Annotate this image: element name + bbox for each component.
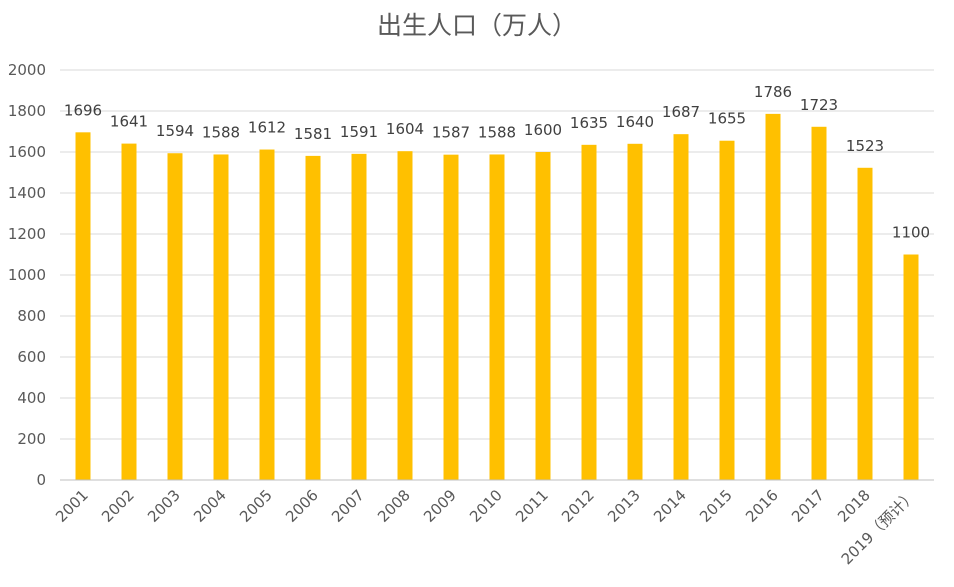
x-tick-label: 2002 bbox=[98, 486, 138, 526]
bar bbox=[673, 134, 689, 481]
data-label: 1696 bbox=[64, 101, 102, 119]
data-label: 1604 bbox=[386, 120, 424, 138]
data-label: 1640 bbox=[616, 113, 654, 131]
bar bbox=[811, 126, 827, 480]
bar bbox=[75, 132, 91, 480]
x-tick-label: 2017 bbox=[788, 486, 828, 526]
bar bbox=[305, 155, 321, 480]
x-tick-label: 2012 bbox=[558, 486, 598, 526]
bar bbox=[397, 151, 413, 480]
y-tick-label: 1400 bbox=[8, 184, 46, 202]
data-labels: 1696 1641 1594 1588 1612 1581 1591 1604 1587 1588… bbox=[64, 83, 930, 242]
x-tick-label: 2010 bbox=[466, 486, 506, 526]
bar bbox=[167, 153, 183, 481]
x-tick-label: 2016 bbox=[742, 486, 782, 526]
bar bbox=[213, 154, 229, 480]
y-tick-label: 1800 bbox=[8, 102, 46, 120]
data-label: 1600 bbox=[524, 121, 562, 139]
x-tick-label: 2005 bbox=[236, 486, 276, 526]
bars bbox=[75, 113, 919, 481]
bar bbox=[581, 144, 597, 480]
data-label: 1723 bbox=[800, 96, 838, 114]
bar bbox=[857, 167, 873, 480]
chart-title: 出生人口（万人） bbox=[377, 11, 577, 40]
y-tick-label: 600 bbox=[17, 348, 46, 366]
y-tick-label: 0 bbox=[36, 471, 46, 489]
y-tick-label: 1600 bbox=[8, 143, 46, 161]
x-tick-label: 2003 bbox=[144, 486, 184, 526]
x-tick-label: 2006 bbox=[282, 486, 322, 526]
x-tick-label: 2007 bbox=[328, 486, 368, 526]
data-label: 1588 bbox=[478, 123, 516, 141]
x-tick-label: 2013 bbox=[604, 486, 644, 526]
y-tick-label: 800 bbox=[17, 307, 46, 325]
bar bbox=[719, 140, 735, 480]
x-tick-label: 2014 bbox=[650, 486, 690, 526]
y-tick-label: 400 bbox=[17, 389, 46, 407]
y-axis-ticks: 0 200 400 600 800 1000 1200 1400 1600 1800 2000 bbox=[8, 61, 46, 489]
bar bbox=[765, 113, 781, 481]
x-axis-ticks: 2001 2002 2003 2004 2005 2006 2007 2008 2009 2010… bbox=[52, 486, 920, 568]
data-label: 1655 bbox=[708, 110, 746, 128]
data-label: 1641 bbox=[110, 113, 148, 131]
data-label: 1591 bbox=[340, 123, 378, 141]
bar bbox=[627, 143, 643, 481]
data-label: 1612 bbox=[248, 119, 286, 137]
y-tick-label: 2000 bbox=[8, 61, 46, 79]
y-tick-label: 1000 bbox=[8, 266, 46, 284]
x-tick-label: 2009 bbox=[420, 486, 460, 526]
x-tick-label: 2004 bbox=[190, 486, 230, 526]
data-label: 1581 bbox=[294, 125, 332, 143]
bar bbox=[903, 254, 919, 480]
x-tick-label: 2008 bbox=[374, 486, 414, 526]
x-tick-label: 2001 bbox=[52, 486, 92, 526]
data-label: 1594 bbox=[156, 122, 194, 140]
data-label: 1587 bbox=[432, 124, 470, 142]
data-label: 1635 bbox=[570, 114, 608, 132]
y-tick-label: 1200 bbox=[8, 225, 46, 243]
bar bbox=[259, 149, 275, 481]
x-tick-label: 2018 bbox=[834, 486, 874, 526]
bar bbox=[535, 152, 551, 480]
x-tick-label: 2011 bbox=[512, 486, 552, 526]
y-tick-label: 200 bbox=[17, 430, 46, 448]
bar bbox=[121, 143, 137, 480]
bar bbox=[443, 154, 459, 481]
x-tick-label: 2015 bbox=[696, 486, 736, 526]
data-label: 1100 bbox=[892, 224, 930, 242]
data-label: 1687 bbox=[662, 103, 700, 121]
bar bbox=[489, 154, 505, 480]
bar bbox=[351, 153, 367, 480]
data-label: 1786 bbox=[754, 83, 792, 101]
data-label: 1588 bbox=[202, 123, 240, 141]
data-label: 1523 bbox=[846, 137, 884, 155]
